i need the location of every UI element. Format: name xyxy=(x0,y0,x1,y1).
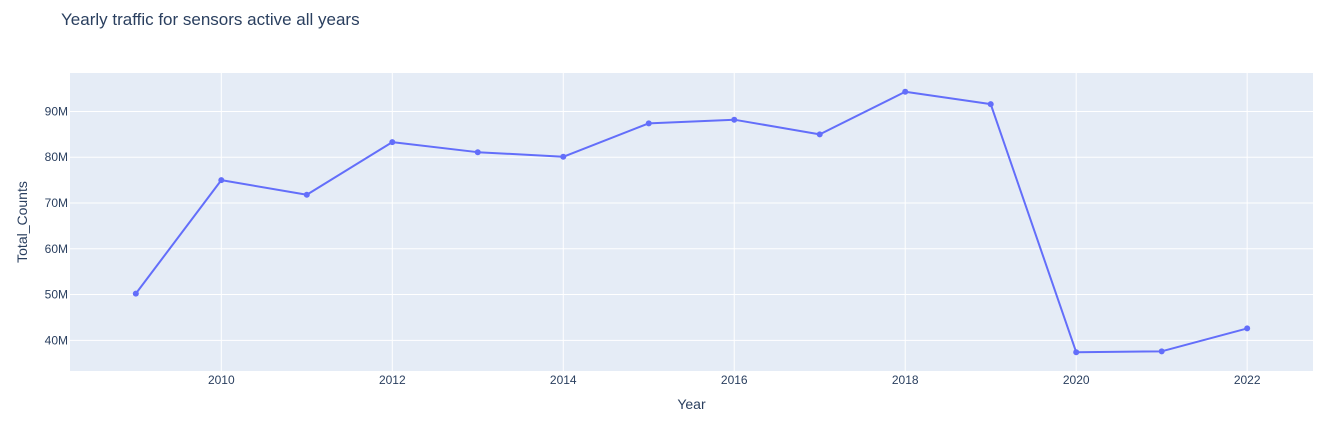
data-point xyxy=(474,149,481,156)
y-tick-label: 50M xyxy=(45,288,68,302)
plot-area xyxy=(70,73,1313,371)
data-point xyxy=(902,88,909,95)
data-points xyxy=(132,88,1251,356)
series-line xyxy=(135,90,1248,354)
x-tick-label: 2012 xyxy=(379,373,406,387)
data-point xyxy=(132,290,139,297)
data-point xyxy=(303,191,310,198)
data-point xyxy=(1244,325,1251,332)
x-tick-label: 2020 xyxy=(1063,373,1090,387)
data-point xyxy=(731,116,738,123)
data-point xyxy=(645,120,652,127)
x-tick-label: 2022 xyxy=(1234,373,1261,387)
data-point xyxy=(1158,348,1165,355)
x-tick-label: 2014 xyxy=(550,373,577,387)
x-tick-label: 2016 xyxy=(721,373,748,387)
data-point xyxy=(560,153,567,160)
y-tick-label: 90M xyxy=(45,104,68,118)
y-tick-label: 60M xyxy=(45,242,68,256)
data-point xyxy=(987,101,994,108)
y-axis-title: Total_Counts xyxy=(14,181,30,263)
x-tick-label: 2010 xyxy=(208,373,235,387)
data-point xyxy=(218,177,225,184)
data-point xyxy=(389,139,396,146)
grid-lines xyxy=(70,73,1313,371)
y-tick-label: 70M xyxy=(45,196,68,210)
y-tick-label: 40M xyxy=(45,333,68,347)
x-tick-label: 2018 xyxy=(892,373,919,387)
chart-title: Yearly traffic for sensors active all ye… xyxy=(61,10,360,29)
y-tick-label: 80M xyxy=(45,150,68,164)
x-axis-title: Year xyxy=(677,396,706,412)
data-point xyxy=(1073,349,1080,356)
tick-labels: 2010 2012 2014 2016 2018 2020 2022 40M 50M 60M 70M… xyxy=(45,104,1261,387)
data-point xyxy=(816,131,823,138)
